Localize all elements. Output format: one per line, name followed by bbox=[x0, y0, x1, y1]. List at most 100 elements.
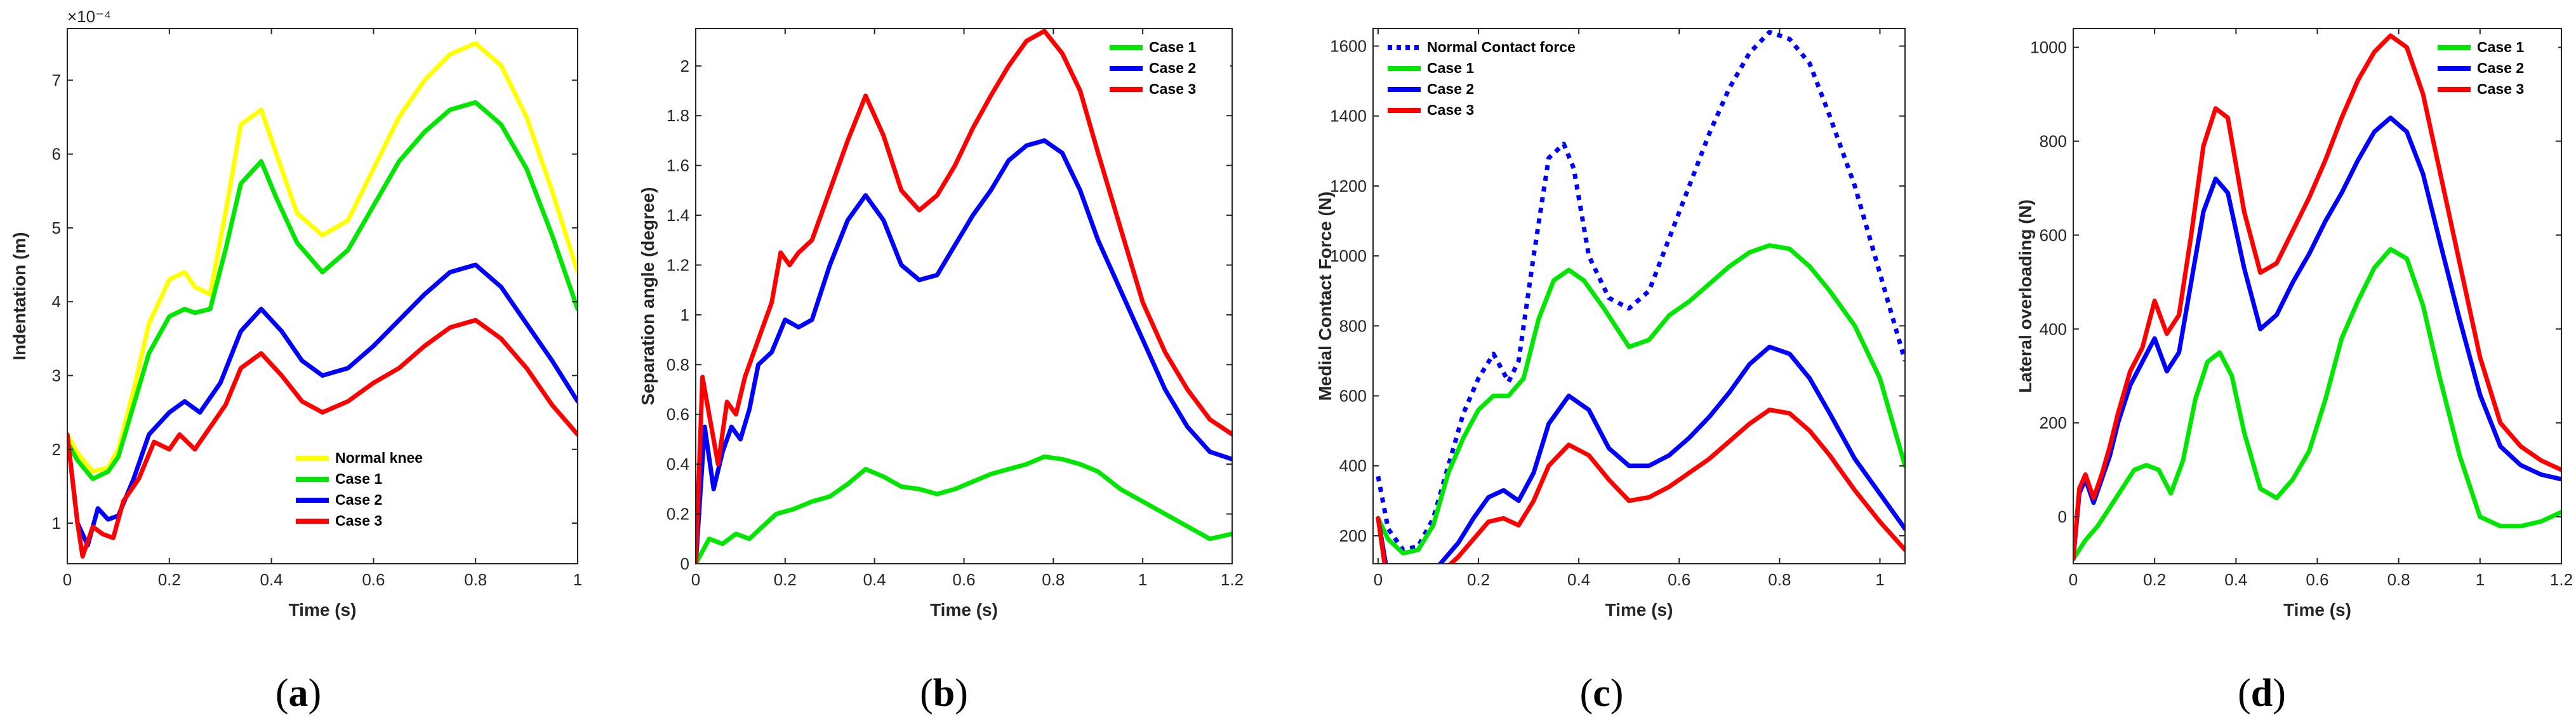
y-tick-label: 600 bbox=[2040, 225, 2067, 244]
caption-paren-open: ( bbox=[2238, 672, 2251, 715]
y-tick-label: 0 bbox=[681, 554, 689, 573]
x-tick-label: 0 bbox=[1374, 570, 1383, 589]
y-tick-label: 1 bbox=[681, 305, 689, 324]
x-tick-label: 0 bbox=[63, 570, 72, 589]
caption-paren-open: ( bbox=[276, 672, 289, 715]
legend-label: Case 2 bbox=[1149, 60, 1196, 76]
y-tick-label: 1000 bbox=[2030, 38, 2067, 57]
y-tick-label: 1.6 bbox=[667, 156, 689, 175]
caption-paren-close: ) bbox=[955, 672, 968, 715]
x-tick-label: 0.8 bbox=[464, 570, 487, 589]
x-axis-label: Time (s) bbox=[930, 600, 998, 620]
y-tick-label: 1.8 bbox=[667, 106, 689, 125]
panel-caption: (a) bbox=[276, 672, 321, 715]
x-tick-label: 0.6 bbox=[1668, 570, 1690, 589]
y-tick-label: 0.4 bbox=[667, 455, 689, 474]
y-tick-label: 1400 bbox=[1330, 107, 1367, 126]
series-line-case-1 bbox=[67, 100, 578, 481]
y-tick-label: 2 bbox=[681, 57, 689, 76]
x-tick-label: 0.8 bbox=[1042, 570, 1065, 589]
y-tick-label: 7 bbox=[52, 70, 61, 90]
x-tick-label: 1 bbox=[1138, 570, 1147, 589]
y-tick-label: 3 bbox=[52, 366, 61, 385]
x-axis-label: Time (s) bbox=[1605, 600, 1673, 620]
series-line-case-1 bbox=[696, 454, 1232, 564]
y-tick-label: 800 bbox=[2040, 131, 2067, 150]
series-line-case-2 bbox=[1376, 344, 1905, 564]
y-tick-label: 1000 bbox=[1330, 246, 1367, 265]
series-group bbox=[1376, 30, 1905, 564]
x-axis-label: Time (s) bbox=[289, 600, 357, 620]
series-line-case-2 bbox=[2073, 116, 2561, 562]
x-tick-label: 0.4 bbox=[260, 570, 283, 589]
x-tick-label: 0.6 bbox=[2306, 570, 2328, 589]
x-tick-label: 1 bbox=[2476, 570, 2485, 589]
legend-box bbox=[289, 448, 442, 540]
legend-label: Case 3 bbox=[1427, 102, 1474, 118]
y-tick-label: 1 bbox=[52, 514, 61, 533]
caption-paren-open: ( bbox=[920, 672, 933, 715]
y-tick-label: 200 bbox=[1339, 526, 1367, 545]
legend-label: Case 1 bbox=[1427, 60, 1474, 76]
legend: Normal Contact force Case 1 Case 2 Case 3 bbox=[1381, 37, 1603, 130]
x-tick-label: 0.4 bbox=[2224, 570, 2247, 589]
series-line-normal-contact-force bbox=[1376, 30, 1905, 552]
x-tick-label: 1 bbox=[573, 570, 582, 589]
x-tick-label: 0.6 bbox=[952, 570, 975, 589]
y-exponent-label: ×10⁻⁴ bbox=[67, 7, 111, 26]
legend-label: Case 3 bbox=[335, 512, 382, 529]
y-axis-label: Lateral overloading (N) bbox=[2015, 199, 2035, 393]
x-tick-label: 0.8 bbox=[2387, 570, 2410, 589]
x-axis-label: Time (s) bbox=[2283, 600, 2351, 620]
series-line-case-3 bbox=[696, 29, 1232, 564]
panel-caption: (d) bbox=[2238, 672, 2286, 715]
legend-label: Case 3 bbox=[1149, 81, 1196, 97]
chart-panel-a: 0 0.2 0.4 0.6 0.8 1 1 2 3 4 5 6 7 ×10⁻⁴ Time (s) Indent… bbox=[10, 7, 582, 715]
x-tick-label: 0.4 bbox=[863, 570, 886, 589]
chart-panel-b: 0 0.2 0.4 0.6 0.8 1 1.2 0 0.2 0.4 0.6 0.8 1 1.2 1.4 1.6… bbox=[638, 28, 1244, 715]
series-line-case-2 bbox=[67, 262, 578, 548]
y-axis-label: Separation angle (degree) bbox=[638, 187, 658, 406]
legend: Case 1 Case 2 Case 3 bbox=[1103, 37, 1230, 109]
x-tick-label: 0 bbox=[691, 570, 700, 589]
series-line-case-3 bbox=[67, 317, 578, 559]
plot-area bbox=[2073, 29, 2561, 564]
y-tick-label: 0.8 bbox=[667, 355, 689, 374]
series-line-normal-knee bbox=[67, 41, 578, 474]
series-line-case-3 bbox=[2073, 33, 2561, 562]
legend: Normal knee Case 1 Case 2 Case 3 bbox=[289, 448, 442, 540]
series-group bbox=[67, 41, 578, 559]
y-tick-label: 400 bbox=[2040, 319, 2067, 338]
caption-paren-close: ) bbox=[309, 672, 322, 715]
series-line-case-1 bbox=[2073, 247, 2561, 562]
caption-paren-open: ( bbox=[1580, 672, 1593, 715]
caption-letter: b bbox=[933, 672, 955, 715]
chart-panel-d: 0 0.2 0.4 0.6 0.8 1 1.2 0 200 400 600 800 1000 Time (… bbox=[2015, 28, 2573, 715]
y-tick-label: 600 bbox=[1339, 387, 1367, 406]
y-tick-label: 1200 bbox=[1330, 176, 1367, 196]
axes-box bbox=[1372, 28, 1906, 564]
x-tick-label: 0.2 bbox=[158, 570, 181, 589]
chart-panel-c: 0 0.2 0.4 0.6 0.8 120040060080010001200140016… bbox=[1315, 28, 1906, 715]
y-axis-label: Medial Contact Force (N) bbox=[1315, 192, 1335, 401]
y-tick-label: 0 bbox=[2058, 507, 2067, 526]
caption-letter: c bbox=[1593, 672, 1610, 715]
x-tick-label: 1.2 bbox=[2550, 570, 2573, 589]
y-tick-label: 1600 bbox=[1330, 37, 1367, 56]
y-axis-label: Indentation (m) bbox=[10, 232, 29, 360]
legend-label: Case 1 bbox=[2477, 39, 2524, 55]
y-tick-label: 400 bbox=[1339, 456, 1367, 476]
series-group bbox=[2073, 33, 2561, 562]
x-tick-label: 0 bbox=[2069, 570, 2078, 589]
legend-label: Case 2 bbox=[1427, 81, 1474, 97]
y-tick-label: 1.4 bbox=[667, 206, 689, 225]
panel-caption: (c) bbox=[1580, 672, 1624, 715]
y-tick-label: 4 bbox=[52, 292, 61, 311]
y-tick-label: 5 bbox=[52, 218, 61, 237]
series-line-case-1 bbox=[1376, 243, 1905, 555]
legend-label: Normal knee bbox=[335, 449, 423, 466]
axes-box bbox=[67, 28, 578, 564]
y-tick-label: 200 bbox=[2040, 413, 2067, 432]
x-tick-label: 0.2 bbox=[1467, 570, 1490, 589]
